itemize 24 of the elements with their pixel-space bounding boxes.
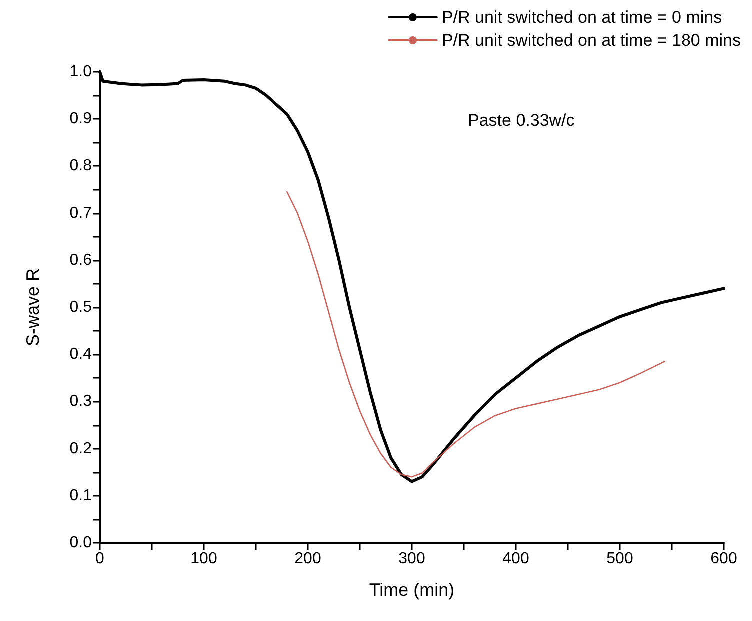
y-tick-label: 0.5	[70, 299, 92, 316]
y-tick-label: 0.0	[70, 534, 92, 552]
annotation: Paste 0.33w/c	[468, 111, 576, 130]
y-tick-label: 0.3	[70, 393, 92, 410]
x-tick-label: 200	[294, 550, 322, 568]
x-tick-label: 400	[502, 550, 530, 568]
x-axis-title: Time (min)	[369, 580, 455, 600]
y-tick-label: 1.0	[70, 64, 92, 80]
legend-label: P/R unit switched on at time = 0 mins	[442, 8, 722, 27]
y-tick-label: 0.9	[70, 110, 92, 128]
x-tick-label: 100	[190, 550, 218, 568]
x-tick-label: 300	[398, 550, 426, 568]
line-series	[286, 191, 666, 478]
x-tick-label: 0	[96, 550, 105, 568]
y-tick-label: 0.2	[70, 440, 92, 458]
x-tick-label: 600	[710, 550, 738, 568]
y-tick-label: 0.1	[70, 487, 92, 504]
y-tick-label: 0.8	[70, 158, 92, 175]
y-tick-label: 0.7	[70, 204, 92, 222]
x-tick-label: 500	[606, 550, 634, 568]
legend-label: P/R unit switched on at time = 180 mins	[442, 31, 741, 50]
y-axis-title: S-wave R	[23, 268, 43, 347]
y-tick-label: 0.6	[70, 252, 92, 269]
y-tick-label: 0.4	[70, 346, 92, 364]
